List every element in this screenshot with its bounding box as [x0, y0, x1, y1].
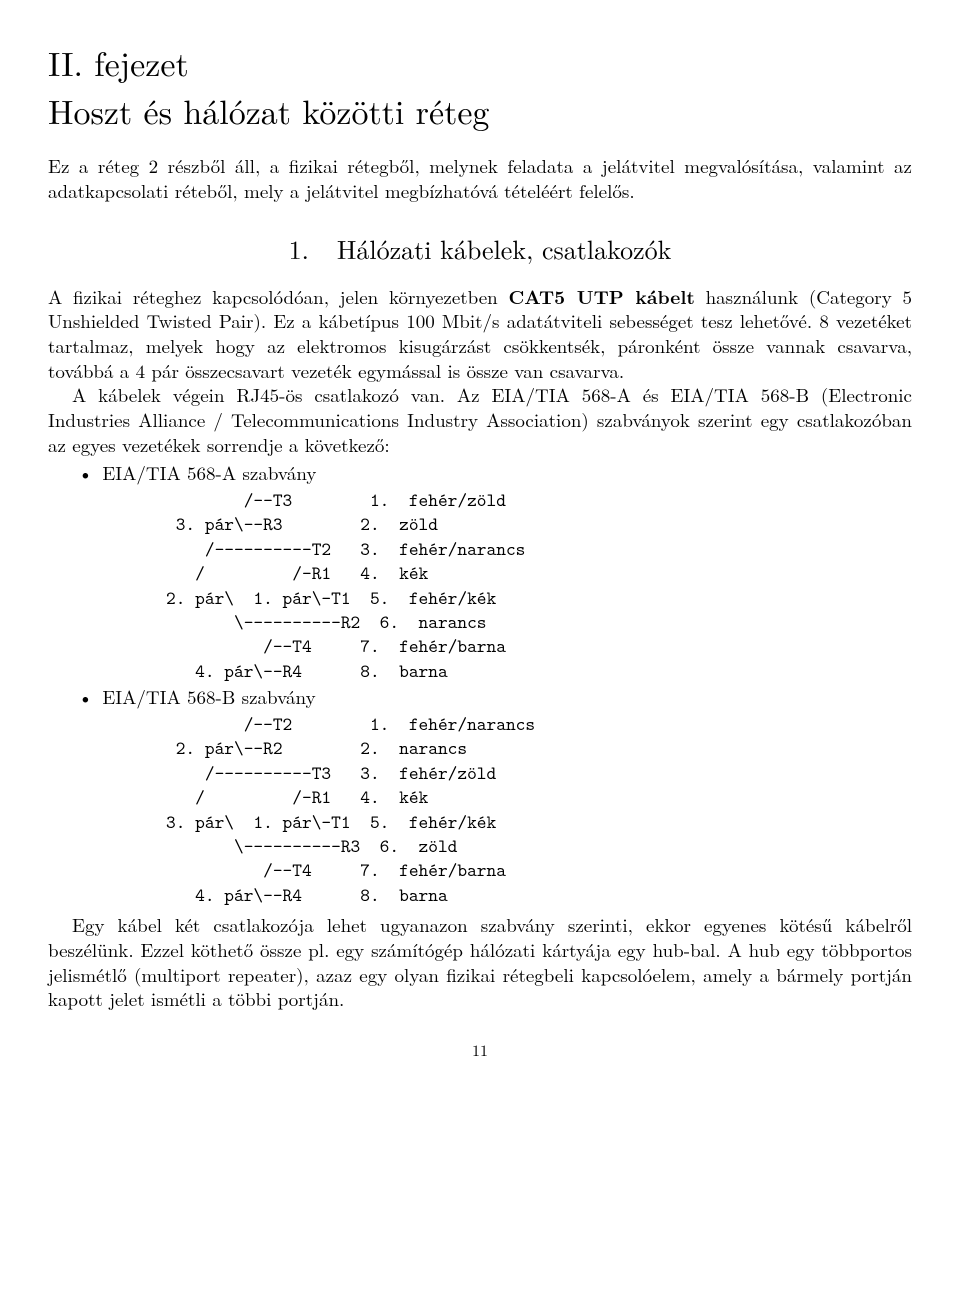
- section-title: Hálózati kábelek, csatlakozók: [337, 230, 672, 267]
- bullet-standard-b: EIA/TIA 568-B szabvány /--T2 1. fehér/na…: [96, 685, 912, 907]
- para1-pre: A fizikai réteghez kapcsolódóan, jelen k…: [48, 283, 508, 310]
- section-heading: 1. Hálózati kábelek, csatlakozók: [48, 232, 912, 266]
- closing-paragraph: Egy kábel két csatlakozója lehet ugyanaz…: [48, 913, 912, 1012]
- para1-bold: CAT5 UTP kábelt: [508, 282, 694, 310]
- paragraph-1: A fizikai réteghez kapcsolódóan, jelen k…: [48, 284, 912, 384]
- page-number: 11: [48, 1040, 912, 1061]
- chapter-label: II. fejezet: [48, 40, 912, 84]
- standard-b-label: EIA/TIA 568-B szabvány: [102, 683, 315, 710]
- standard-a-label: EIA/TIA 568-A szabvány: [102, 459, 316, 486]
- section-number: 1.: [289, 232, 309, 266]
- standard-a-block: /--T3 1. fehér/zöld 3. pár\--R3 2. zöld …: [166, 488, 912, 683]
- intro-paragraph: Ez a réteg 2 részből áll, a fizikai réte…: [48, 154, 912, 203]
- paragraph-2: A kábelek végein RJ45-ös csatlakozó van.…: [48, 383, 912, 457]
- standard-b-block: /--T2 1. fehér/narancs 2. pár\--R2 2. na…: [166, 712, 912, 907]
- chapter-title: Hoszt és hálózat közötti réteg: [48, 88, 912, 132]
- bullet-standard-a: EIA/TIA 568-A szabvány /--T3 1. fehér/zö…: [96, 461, 912, 683]
